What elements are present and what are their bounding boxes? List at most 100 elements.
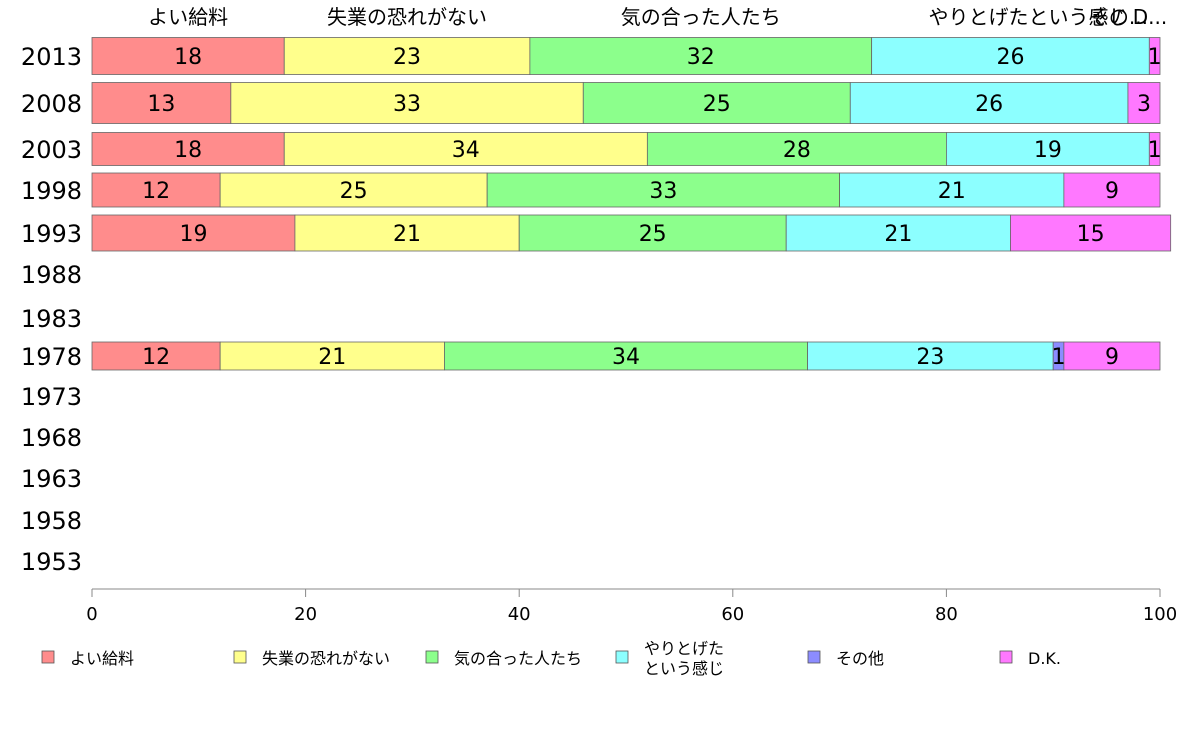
bar-label-2008-series-5: 3 — [1137, 92, 1151, 117]
bar-2003-series-2 — [646, 132, 947, 166]
bar-label-1978-series-3: 23 — [916, 345, 944, 370]
bar-1978-series-1 — [219, 341, 445, 371]
bar-label-1993-series-1: 21 — [393, 222, 421, 247]
bar-2013-series-5 — [1148, 37, 1161, 75]
bar-1998-series-2 — [486, 172, 841, 208]
bar-2008-series-3 — [849, 82, 1129, 124]
bar-label-2003-series-5: 1 — [1148, 138, 1162, 163]
bar-label-1998-series-3: 21 — [938, 179, 966, 204]
bar-1978-series-0 — [91, 341, 221, 371]
bar-1978-series-5 — [1063, 341, 1161, 371]
year-label-1953: 1953 — [21, 548, 82, 576]
legend-swatch-2 — [425, 650, 439, 664]
bar-label-1978-series-2: 34 — [612, 345, 640, 370]
legend-label-0: よい給料 — [70, 649, 134, 668]
bar-2013-series-3 — [871, 37, 1150, 75]
bar-label-1993-series-0: 19 — [179, 222, 207, 247]
legend-swatch-0 — [41, 650, 55, 664]
bar-2003-series-0 — [91, 132, 285, 166]
x-axis: 0 20 40 60 80 100 — [86, 588, 1177, 625]
bar-2008-series-1 — [230, 82, 584, 124]
year-label-2008: 2008 — [21, 90, 82, 118]
legend-label-2: 気の合った人たち — [454, 649, 582, 668]
bar-label-2008-series-2: 25 — [703, 92, 731, 117]
legend-label-5: D.K. — [1028, 649, 1061, 668]
year-label-1998: 1998 — [21, 177, 82, 205]
legend-label-4: その他 — [836, 649, 884, 668]
legend-label-3-line-1: という感じ — [644, 659, 724, 678]
bar-label-1993-series-3: 21 — [884, 222, 912, 247]
bar-2008-series-2 — [582, 82, 851, 124]
x-tick-label-60: 60 — [721, 604, 744, 625]
bar-label-2013-series-2: 32 — [687, 45, 715, 70]
bar-1998-series-3 — [839, 172, 1065, 208]
bar-1998-series-0 — [91, 172, 221, 208]
bar-label-2008-series-0: 13 — [147, 92, 175, 117]
bar-1993-series-3 — [785, 214, 1011, 252]
bar-label-1998-series-1: 25 — [340, 179, 368, 204]
bar-1978-series-2 — [444, 341, 808, 371]
top-label-3: やりとげたという感じ — [928, 5, 1128, 29]
bar-2008-series-5 — [1127, 82, 1161, 124]
year-label-1978: 1978 — [21, 343, 82, 371]
legend: よい給料 失業の恐れがない 気の合った人たち やりとげたという感じ その他 D.K. — [41, 639, 1061, 678]
bar-label-1978-series-4: 1 — [1052, 345, 1066, 370]
bar-2013-series-0 — [91, 37, 285, 75]
bar-label-1998-series-5: 9 — [1105, 179, 1119, 204]
bar-label-2013-series-1: 23 — [393, 45, 421, 70]
top-label-5: D... — [1133, 5, 1167, 29]
x-tick-label-80: 80 — [935, 604, 958, 625]
x-tick-label-100: 100 — [1143, 604, 1177, 625]
bar-label-1978-series-1: 21 — [318, 345, 346, 370]
legend-label-3-line-0: やりとげた — [644, 639, 724, 658]
bar-1998-series-5 — [1063, 172, 1161, 208]
top-label-0: よい給料 — [148, 5, 228, 29]
legend-swatch-4 — [807, 650, 821, 664]
bar-label-2013-series-5: 1 — [1148, 45, 1162, 70]
year-axis-labels: 2013 2008 2003 1998 1993 1988 1983 1978 1973 1968… — [21, 43, 82, 576]
year-label-1963: 1963 — [21, 465, 82, 493]
year-label-2013: 2013 — [21, 43, 82, 71]
top-label-4: その... — [1089, 5, 1148, 29]
bar-label-2008-series-1: 33 — [393, 92, 421, 117]
bar-1998-series-1 — [219, 172, 488, 208]
bar-label-1998-series-0: 12 — [142, 179, 170, 204]
bar-label-1993-series-5: 15 — [1077, 222, 1105, 247]
bar-label-1993-series-2: 25 — [639, 222, 667, 247]
bar-1978-series-3 — [807, 341, 1054, 371]
year-label-1973: 1973 — [21, 383, 82, 411]
bar-label-2013-series-0: 18 — [174, 45, 202, 70]
bar-2003-series-1 — [283, 132, 648, 166]
legend-swatch-3 — [615, 650, 629, 664]
bar-label-2003-series-1: 34 — [452, 138, 480, 163]
bar-1993-series-1 — [294, 214, 520, 252]
bar-label-2013-series-3: 26 — [996, 45, 1024, 70]
bar-1993-series-0 — [91, 214, 296, 252]
bar-label-2008-series-3: 26 — [975, 92, 1003, 117]
top-series-labels: よい給料 失業の恐れがない 気の合った人たち やりとげたという感じその...D... — [148, 5, 1167, 29]
bar-segments: 18 23 32 26 113 33 25 26 318 34 28 19 112 25 33 21 919 21… — [91, 37, 1172, 371]
x-tick-label-20: 20 — [294, 604, 317, 625]
top-label-2: 気の合った人たち — [621, 5, 781, 29]
bar-2003-series-3 — [946, 132, 1150, 166]
year-label-2003: 2003 — [21, 136, 82, 164]
bar-label-1978-series-5: 9 — [1105, 345, 1119, 370]
x-tick-label-40: 40 — [508, 604, 531, 625]
legend-swatch-5 — [999, 650, 1013, 664]
year-label-1983: 1983 — [21, 305, 82, 333]
bar-2003-series-5 — [1148, 132, 1161, 166]
bar-1993-series-5 — [1010, 214, 1172, 252]
bar-label-1978-series-0: 12 — [142, 345, 170, 370]
bar-label-1998-series-2: 33 — [649, 179, 677, 204]
bar-2008-series-0 — [91, 82, 232, 124]
year-label-1968: 1968 — [21, 424, 82, 452]
bar-1993-series-2 — [518, 214, 787, 252]
legend-label-1: 失業の恐れがない — [262, 649, 390, 668]
bar-label-2003-series-2: 28 — [783, 138, 811, 163]
year-label-1993: 1993 — [21, 220, 82, 248]
year-label-1988: 1988 — [21, 261, 82, 289]
bar-label-2003-series-3: 19 — [1034, 138, 1062, 163]
bar-label-2003-series-0: 18 — [174, 138, 202, 163]
year-label-1958: 1958 — [21, 507, 82, 535]
